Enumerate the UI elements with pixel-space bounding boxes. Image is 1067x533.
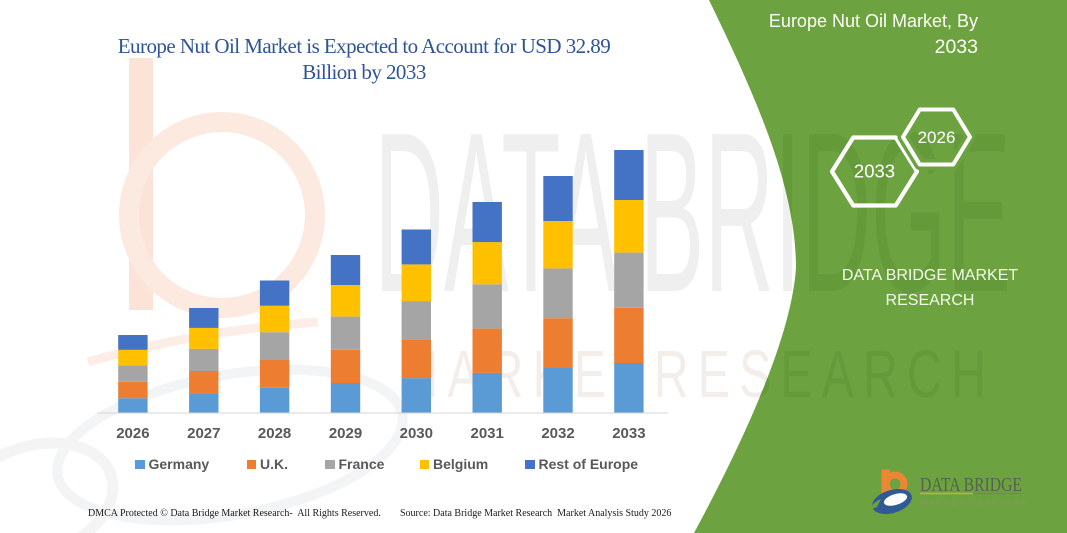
svg-text:MARKET RESEARCH: MARKET RESEARCH xyxy=(921,498,1029,507)
svg-text:2026: 2026 xyxy=(918,128,956,147)
svg-text:DATA BRIDGE: DATA BRIDGE xyxy=(920,475,1022,496)
svg-text:2033: 2033 xyxy=(854,161,895,182)
